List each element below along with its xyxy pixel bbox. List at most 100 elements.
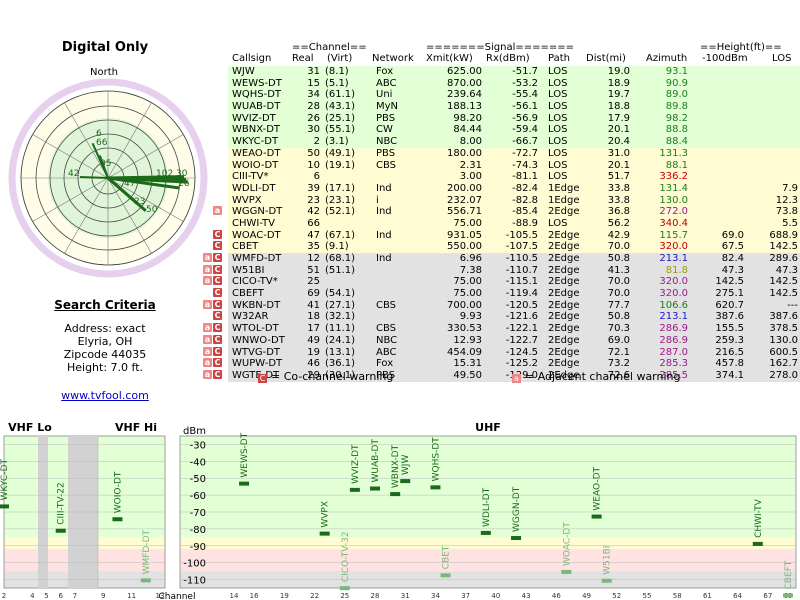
vhf-channel-tick: 13 bbox=[156, 592, 165, 600]
cell-h100: 155.5 bbox=[715, 323, 744, 335]
cell-h100: 47.3 bbox=[721, 264, 744, 276]
table-row[interactable]: WTOL-DT 17 (11.1) CBS 330.53 -122.1 2Edge 70.3 2… bbox=[203, 323, 800, 335]
cell-real: 41 bbox=[307, 299, 320, 311]
cell-call: WTVG-DT bbox=[232, 346, 281, 358]
cell-hlos: 378.5 bbox=[769, 323, 798, 335]
cell-call: CICO-TV* bbox=[232, 276, 278, 288]
cell-virt: (68.1) bbox=[325, 253, 356, 264]
cell-call: WUAB-DT bbox=[232, 101, 281, 113]
table-row[interactable]: WQHS-DT 34 (61.1) Uni 239.64 -55.4 LOS 19.7 89.0 bbox=[228, 89, 800, 102]
table-row[interactable]: WKYC-DT 2 (3.1) NBC 8.00 -66.7 LOS 20.4 88.4 bbox=[228, 136, 800, 148]
table-row[interactable]: W32AR 18 (32.1) 9.93 -121.6 2Edge 50.8 213.1 387… bbox=[213, 311, 800, 324]
cell-rx: -122.1 bbox=[505, 323, 538, 335]
spectrum-fair-zone bbox=[180, 537, 796, 550]
uhf-channel-tick: 43 bbox=[522, 592, 531, 600]
cell-call: WMFD-DT bbox=[232, 253, 282, 264]
cell-dist: 33.8 bbox=[607, 194, 630, 206]
cell-virt: (8.1) bbox=[325, 66, 349, 77]
table-column-headers: Callsign Real (Virt) Network Xmit(kW) Rx… bbox=[230, 53, 800, 65]
table-row[interactable]: WOIO-DT 10 (19.1) CBS 2.31 -74.3 LOS 20.1 88.1 bbox=[228, 159, 800, 172]
adjacent-channel-warning-icon: a bbox=[203, 334, 212, 344]
vhf-channel-tick: 9 bbox=[101, 592, 105, 600]
station-signal-label: WVPX bbox=[321, 501, 331, 528]
cell-xmit: 75.00 bbox=[453, 288, 482, 300]
cell-xmit: 188.13 bbox=[447, 101, 482, 113]
uhf-channel-tick: 19 bbox=[280, 592, 289, 600]
cell-virt: (3.1) bbox=[325, 136, 349, 148]
cell-real: 17 bbox=[307, 323, 320, 335]
cell-virt: (43.1) bbox=[325, 101, 356, 113]
station-signal-label: WDLI-DT bbox=[482, 487, 492, 527]
adjacent-channel-legend-label: = Adjacent channel warning bbox=[525, 370, 681, 383]
station-signal-marker bbox=[480, 530, 491, 535]
cell-dist: 72.1 bbox=[607, 346, 630, 358]
uhf-channel-tick: 52 bbox=[612, 592, 621, 600]
height-group-header: ==Height(ft)== bbox=[700, 42, 782, 53]
cell-net: Ind bbox=[376, 182, 392, 194]
cell-rx: -72.7 bbox=[512, 147, 538, 159]
table-row[interactable]: CBEFT 69 (54.1) 75.00 -119.4 2Edge 70.0 320.0 27… bbox=[213, 288, 800, 300]
table-row[interactable]: WJW 31 (8.1) Fox 625.00 -51.7 LOS 19.0 93.1 bbox=[228, 66, 800, 78]
table-row[interactable]: WUAB-DT 28 (43.1) MyN 188.13 -56.1 LOS 18.8 89.8 bbox=[228, 101, 800, 113]
table-row[interactable]: WTVG-DT 19 (13.1) ABC 454.09 -124.5 2Edge 72.1 2… bbox=[203, 346, 800, 359]
table-row[interactable]: CBET 35 (9.1) 550.00 -107.5 2Edge 70.0 320.0 67.… bbox=[213, 241, 800, 253]
cell-virt: (67.1) bbox=[325, 229, 356, 241]
cell-path: 2Edge bbox=[548, 311, 580, 323]
polar-marker-label: 102 bbox=[156, 169, 173, 179]
uhf-channel-tick: 40 bbox=[491, 592, 500, 600]
station-table: WJW 31 (8.1) Fox 625.00 -51.7 LOS 19.0 93.1 WEWS-… bbox=[203, 66, 800, 382]
col-real: Real bbox=[292, 53, 314, 64]
cell-real: 18 bbox=[307, 311, 320, 323]
polar-marker-label: 35 bbox=[100, 159, 111, 169]
table-row[interactable]: WKBN-DT 41 (27.1) CBS 700.00 -120.5 2Edge 77.7 1… bbox=[203, 299, 800, 312]
uhf-channel-tick: 16 bbox=[250, 592, 259, 600]
table-row[interactable]: WUPW-DT 46 (36.1) Fox 15.31 -125.2 2Edge 73.2 28… bbox=[203, 358, 800, 370]
cell-call: WQHS-DT bbox=[232, 89, 282, 101]
table-row[interactable]: CHWI-TV 66 75.00 -88.9 LOS 56.2 340.4 5.5 bbox=[228, 217, 800, 230]
polar-marker-label: 23 bbox=[134, 197, 145, 207]
cell-xmit: 3.00 bbox=[459, 171, 482, 183]
table-row[interactable]: WEWS-DT 15 (5.1) ABC 870.00 -53.2 LOS 18.9 90.9 bbox=[228, 77, 800, 90]
cell-dist: 31.0 bbox=[607, 147, 630, 159]
cell-path: LOS bbox=[548, 217, 568, 229]
cell-dist: 70.0 bbox=[607, 288, 630, 300]
cell-xmit: 84.44 bbox=[453, 124, 482, 136]
cell-real: 15 bbox=[307, 77, 320, 89]
adjacent-channel-warning-icon: a bbox=[203, 358, 212, 368]
cell-rx: -125.2 bbox=[505, 358, 538, 370]
cell-dist: 19.7 bbox=[607, 89, 630, 101]
signal-group-header: =======Signal======= bbox=[426, 42, 575, 53]
col-callsign: Callsign bbox=[232, 53, 272, 64]
cell-net: CW bbox=[376, 124, 393, 136]
adjacent-channel-warning-icon: a bbox=[203, 346, 212, 356]
table-row[interactable]: WMFD-DT 12 (68.1) Ind 6.96 -110.5 2Edge 50.8 213… bbox=[203, 253, 800, 265]
cell-real: 29 bbox=[307, 369, 320, 381]
table-row[interactable]: WOAC-DT 47 (67.1) Ind 931.05 -105.5 2Edge 42.9 1… bbox=[213, 229, 800, 242]
table-row[interactable]: WDLI-DT 39 (17.1) Ind 200.00 -82.4 1Edge 33.8 13… bbox=[228, 182, 800, 195]
table-row[interactable]: CICO-TV* 25 75.00 -115.1 2Edge 70.0 320.0 142.5… bbox=[203, 276, 800, 289]
station-signal-marker bbox=[140, 578, 151, 583]
cell-path: LOS bbox=[548, 171, 568, 183]
cell-rx: -56.1 bbox=[512, 101, 538, 113]
table-row[interactable]: WVIZ-DT 26 (25.1) PBS 98.20 -56.9 LOS 17.9 98.2 bbox=[228, 112, 800, 125]
cell-dist: 70.0 bbox=[607, 276, 630, 288]
table-row[interactable]: CIII-TV* 6 3.00 -81.1 LOS 51.7 336.2 bbox=[228, 171, 800, 183]
table-row[interactable]: WBNX-DT 30 (55.1) CW 84.44 -59.4 LOS 20.1 88.8 bbox=[228, 124, 800, 137]
cell-xmit: 12.93 bbox=[453, 334, 482, 346]
table-row[interactable]: W51BI 51 (51.1) 7.38 -110.7 2Edge 41.3 81.8 47.3… bbox=[203, 264, 800, 277]
tvfool-link[interactable]: www.tvfool.com bbox=[61, 389, 149, 402]
table-row[interactable]: WGGN-DT 42 (52.1) Ind 556.71 -85.4 2Edge 36.8 27… bbox=[213, 206, 800, 218]
station-signal-marker bbox=[349, 487, 360, 492]
cell-real: 69 bbox=[307, 288, 320, 300]
table-row[interactable]: WNWO-DT 49 (24.1) NBC 12.93 -122.7 2Edge 69.0 28… bbox=[203, 334, 800, 347]
cell-net: Uni bbox=[376, 89, 393, 101]
table-row[interactable]: WEAO-DT 50 (49.1) PBS 180.00 -72.7 LOS 31.0 131.… bbox=[228, 147, 800, 160]
cell-h100: 620.7 bbox=[715, 299, 744, 311]
table-row[interactable]: WVPX 23 (23.1) i 232.07 -82.8 1Edge 33.8 130.0 12… bbox=[228, 194, 800, 207]
cell-virt: (49.1) bbox=[325, 147, 356, 159]
cell-xmit: 49.50 bbox=[453, 369, 482, 381]
cell-call: W51BI bbox=[232, 264, 265, 276]
cell-xmit: 550.00 bbox=[447, 241, 482, 253]
cell-call: WNWO-DT bbox=[232, 334, 285, 346]
